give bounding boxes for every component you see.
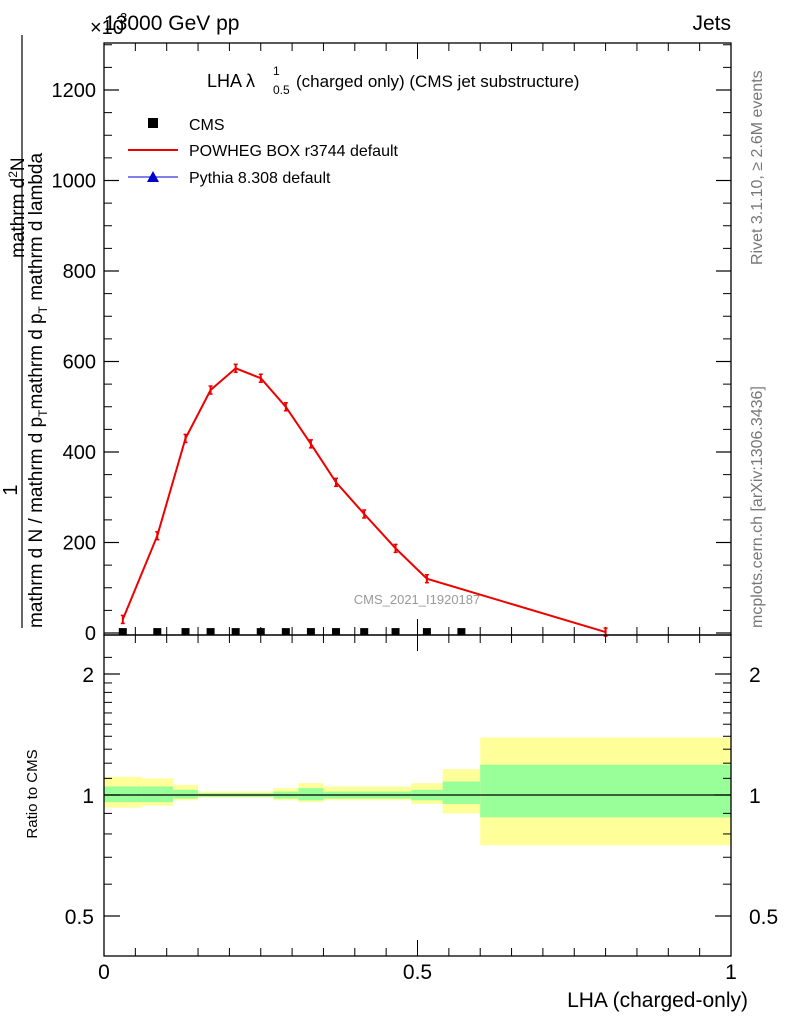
y-tick-label: 600	[63, 352, 96, 374]
ratio-band-inner	[298, 788, 324, 801]
cms-data-point	[206, 628, 215, 636]
main-panel: 0 200 400 600 800 1000 1200 CMS_2021_I1920187	[52, 42, 732, 645]
y-tick-label: 0	[85, 623, 96, 645]
header-jets-label: Jets	[692, 12, 731, 35]
mcplots-source-label: mcplots.cern.ch [arXiv:1306.3436]	[749, 386, 766, 628]
y-tick-label: 1000	[52, 171, 97, 193]
plot-title-rest: (charged only) (CMS jet substructure)	[296, 72, 579, 91]
legend-marker-square	[148, 118, 158, 128]
cms-data-point	[331, 628, 340, 636]
x-tick-label: 1	[725, 961, 737, 984]
y-label-denominator: mathrm d N / mathrm d pTmathrm d pT math…	[26, 153, 50, 628]
y-label-numerator: 1	[0, 484, 22, 495]
ratio-band-inner	[104, 786, 142, 803]
cms-data-point	[360, 628, 369, 636]
main-y-axis: 0 200 400 600 800 1000 1200	[52, 44, 731, 645]
y-tick-label: 800	[63, 261, 96, 283]
cms-data-point	[391, 628, 400, 636]
legend-label: POWHEG BOX r3744 default	[189, 143, 399, 160]
ratio-band-inner	[141, 786, 173, 803]
x-tick-label: 0.5	[403, 961, 432, 984]
legend-entry: POWHEG BOX r3744 default	[128, 143, 399, 160]
ratio-uncertainty-bands	[104, 737, 731, 846]
y-exponent-label: ×10	[90, 17, 124, 39]
y-label-numerator-right: mathrm d2N	[6, 157, 29, 258]
header-energy-label: 13000 GeV pp	[104, 12, 239, 35]
plot-title: LHA λ 1 0.5 (charged only) (CMS jet subs…	[207, 64, 579, 97]
legend-entry: Pythia 8.308 default	[128, 170, 331, 187]
cms-data-point	[422, 628, 431, 636]
cms-data-point	[306, 628, 315, 636]
cms-data-point	[457, 628, 466, 636]
ratio-y-tick-label: 2	[82, 664, 94, 687]
ratio-band-inner	[442, 781, 481, 804]
ratio-band-inner	[172, 789, 199, 799]
y-tick-label: 200	[63, 533, 96, 555]
cms-data-point	[256, 628, 265, 636]
legend-marker-triangle	[147, 171, 159, 182]
legend-label: Pythia 8.308 default	[189, 170, 331, 187]
main-x-axis	[103, 43, 732, 635]
cms-points-layer	[118, 628, 466, 636]
ratio-y-tick-label-right: 2	[749, 664, 761, 687]
cms-data-point	[181, 628, 190, 636]
cms-data-point	[231, 628, 240, 636]
ratio-y-axis-label: Ratio to CMS	[24, 749, 41, 838]
x-tick-label: 0	[98, 961, 110, 984]
plot-title-sup: 1	[273, 64, 280, 78]
cms-data-point	[118, 628, 127, 636]
ratio-y-axis: 0.5 0.5 1 1 2 2	[65, 656, 778, 929]
ratio-y-tick-label: 0.5	[65, 906, 94, 929]
ratio-y-tick-label-right: 1	[749, 785, 761, 808]
cms-data-point	[281, 628, 290, 636]
legend: CMS POWHEG BOX r3744 default Pythia 8.308 …	[128, 117, 399, 187]
ratio-band-inner	[480, 764, 731, 818]
plot-title-main: LHA λ	[207, 71, 255, 91]
y-tick-label: 1200	[52, 80, 97, 102]
ratio-panel: 0.5 0.51 12 2 0 0.5 1 Ratio to CMS	[24, 634, 778, 984]
y-tick-label: 400	[63, 442, 96, 464]
analysis-watermark: CMS_2021_I1920187	[354, 592, 481, 607]
x-axis-label: LHA (charged-only)	[567, 989, 748, 1012]
ratio-x-axis: 0 0.5 1	[98, 635, 737, 984]
plot-title-sub: 0.5	[273, 83, 290, 97]
rivet-version-label: Rivet 3.1.10, ≥ 2.6M events	[749, 70, 766, 265]
ratio-y-tick-label: 1	[82, 785, 94, 808]
y-exponent-power: 3	[120, 10, 127, 25]
legend-entry: CMS	[148, 117, 225, 134]
cms-data-point	[153, 628, 162, 636]
legend-label: CMS	[189, 117, 225, 134]
main-y-axis-label: 1 mathrm d N / mathrm d pTmathrm d pT ma…	[0, 35, 50, 628]
ratio-y-tick-label-right: 0.5	[749, 906, 778, 929]
